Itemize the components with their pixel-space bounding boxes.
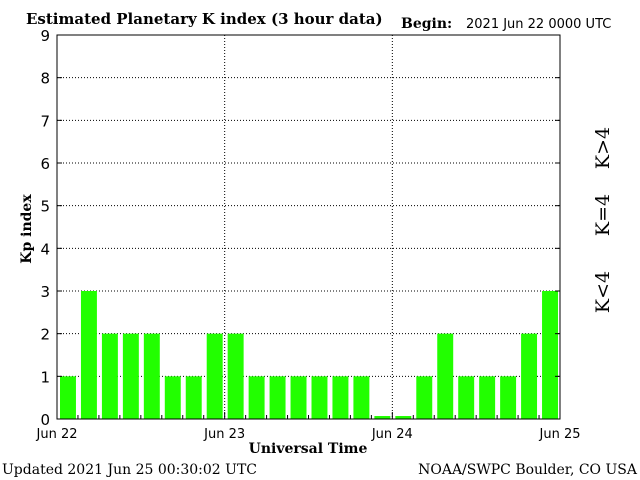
kp-bar (206, 333, 223, 419)
updated-timestamp: Updated 2021 Jun 25 00:30:02 UTC (2, 462, 257, 478)
kp-bar (374, 416, 391, 419)
kp-bar (311, 376, 328, 419)
kp-bar (332, 376, 349, 419)
chart-title: Estimated Planetary K index (3 hour data… (26, 10, 383, 28)
kp-bar (269, 376, 286, 419)
y-tick-label: 1 (40, 368, 50, 386)
begin-date: 2021 Jun 22 0000 UTC (466, 17, 611, 32)
kp-bar (521, 333, 538, 419)
kp-bar (458, 376, 475, 419)
kp-bar (500, 376, 517, 419)
y-tick-label: 9 (40, 27, 50, 45)
kp-bar (479, 376, 496, 419)
y-tick-label: 2 (40, 326, 50, 344)
y-axis-title: Kp index (19, 194, 35, 264)
y-tick-label: 0 (40, 411, 50, 429)
plot-area: 0 1 2 3 4 5 6 7 8 9 Jun 22 Jun 23 Jun 24 Jun 25 (36, 27, 581, 442)
y-tick-label: 7 (40, 112, 50, 130)
y-tick-label: 5 (40, 198, 50, 216)
kp-bar (416, 376, 433, 419)
kp-bar (143, 333, 160, 419)
y-tick-label: 4 (40, 240, 50, 258)
x-tick-label: Jun 22 (36, 427, 78, 442)
kp-bar (164, 376, 181, 419)
legend-label-k-less-4: K<4 (592, 271, 614, 313)
x-tick-label: Jun 24 (371, 427, 413, 442)
y-tick-label: 6 (40, 155, 50, 173)
credit-text: NOAA/SWPC Boulder, CO USA (418, 462, 638, 478)
kp-bar (80, 291, 97, 419)
legend-label-k-greater-4: K>4 (592, 127, 614, 169)
x-tick-label: Jun 25 (539, 427, 581, 442)
y-tick-label: 8 (40, 70, 50, 88)
kp-bar (395, 416, 412, 419)
kp-bar (542, 291, 558, 419)
kp-bar (437, 333, 454, 419)
kp-bar (60, 376, 76, 419)
x-axis-title: Universal Time (249, 441, 368, 457)
legend-label-k-equal-4: K=4 (592, 194, 614, 236)
begin-label: Begin: (401, 16, 452, 32)
kp-bar (290, 376, 307, 419)
kp-bar (227, 333, 244, 419)
y-tick-label: 3 (40, 283, 50, 301)
kp-bar (353, 376, 370, 419)
kp-bar (122, 333, 139, 419)
kp-bar (101, 333, 118, 419)
kp-bar (185, 376, 202, 419)
kp-bar (248, 376, 265, 419)
x-tick-label: Jun 23 (203, 427, 245, 442)
